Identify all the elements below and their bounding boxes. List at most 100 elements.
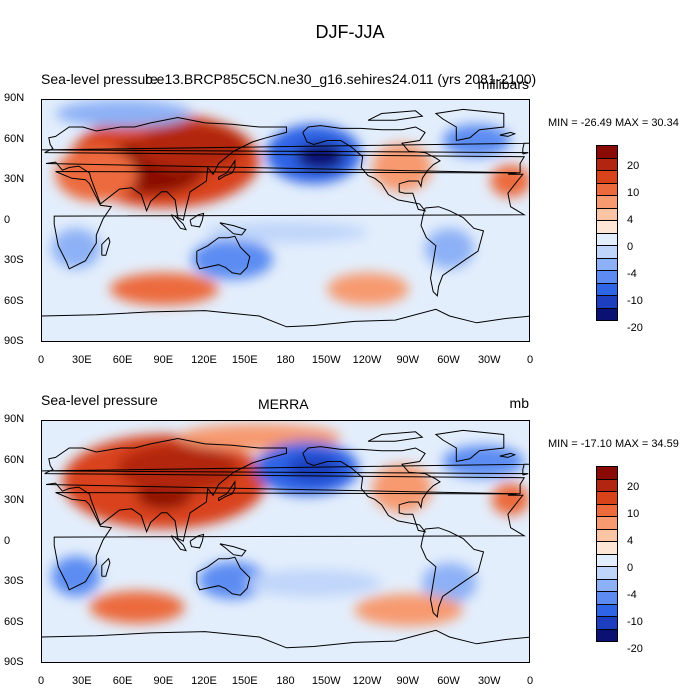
- coastline: [101, 557, 111, 577]
- pressure-anomaly-region: [109, 272, 219, 306]
- colorbar: [596, 466, 618, 642]
- x-tick-label: 150W: [311, 354, 341, 366]
- coastline: [302, 125, 441, 212]
- pressure-anomaly-region: [191, 239, 273, 280]
- units-label: mb: [509, 395, 529, 411]
- y-tick-label: 90N: [4, 413, 25, 425]
- coastline: [42, 142, 529, 155]
- y-tick-label: 30N: [4, 494, 25, 506]
- coastline: [420, 527, 485, 618]
- x-tick-label: 0: [526, 354, 534, 366]
- coastline: [367, 431, 424, 442]
- coastline: [218, 159, 236, 181]
- coastline: [196, 556, 251, 596]
- colorbar-swatch: [596, 232, 618, 246]
- coastlines: [42, 108, 529, 328]
- x-tick-label: 60E: [112, 354, 133, 366]
- pressure-anomaly-region: [51, 228, 101, 269]
- x-tick-label: 90E: [153, 675, 174, 687]
- coastlines: [42, 429, 529, 649]
- colorbar-swatch: [596, 578, 618, 592]
- x-tick-label: 60E: [112, 675, 133, 687]
- map-svg: [42, 421, 529, 662]
- colorbar-level-label: -4: [627, 268, 637, 281]
- y-tick-label: 30S: [4, 575, 24, 587]
- coastline: [42, 463, 529, 476]
- colorbar-level-label: 20: [627, 160, 640, 173]
- left-title: Sea-level pressure: [41, 71, 158, 87]
- colorbar-swatch: [596, 245, 618, 259]
- map-plot: [41, 99, 530, 342]
- colorbar-swatch: [596, 307, 618, 321]
- map-plot: [41, 420, 530, 663]
- colorbar-level-label: -10: [627, 616, 643, 629]
- pressure-anomaly-region: [116, 443, 239, 493]
- pressure-anomaly-region: [327, 272, 409, 306]
- colorbar-level-label: 0: [627, 562, 634, 575]
- pressure-anomaly-region: [55, 147, 138, 202]
- y-tick-label: 90S: [4, 335, 24, 347]
- y-tick-label: 60S: [4, 294, 24, 307]
- x-tick-label: 90W: [396, 354, 420, 366]
- pressure-anomaly-region: [205, 221, 368, 244]
- coastline: [42, 308, 529, 328]
- coastline: [53, 171, 527, 270]
- coastline: [218, 480, 236, 502]
- coastline: [499, 452, 517, 458]
- pressure-anomaly-region: [354, 593, 464, 627]
- x-tick-label: 0: [526, 675, 534, 687]
- pressure-anomaly-region: [51, 556, 101, 597]
- colorbar-swatch: [596, 553, 618, 567]
- colorbar-swatch: [596, 503, 618, 517]
- colorbar-swatch: [596, 207, 618, 221]
- colorbar-swatch: [596, 282, 618, 296]
- x-tick-label: 30W: [477, 675, 501, 687]
- colorbar-level-label: 10: [627, 187, 640, 200]
- x-tick-label: 60W: [437, 675, 460, 687]
- coastline: [434, 429, 505, 462]
- colorbar-swatch: [596, 516, 618, 530]
- colorbar-level-label: 4: [627, 535, 634, 548]
- units-label: millibars: [477, 76, 529, 92]
- left-title: Sea-level pressure: [41, 392, 158, 408]
- pressure-anomaly-region: [286, 454, 341, 482]
- min-max-label: MIN = -26.49 MAX = 30.34: [548, 117, 679, 129]
- pressure-anomaly-region: [137, 122, 246, 172]
- center-title: MERRA: [258, 396, 309, 412]
- colorbar-level-label: 10: [627, 508, 640, 521]
- colorbar-swatch: [596, 491, 618, 505]
- pressure-anomaly-region: [442, 124, 511, 157]
- x-tick-label: 30E: [71, 354, 92, 366]
- colorbar-swatch: [596, 541, 618, 555]
- y-tick-label: 60N: [4, 453, 25, 466]
- map-svg: [42, 100, 529, 341]
- pressure-anomaly-region: [490, 164, 529, 198]
- colorbar-swatch: [596, 566, 618, 580]
- x-tick-label: 180: [276, 354, 295, 366]
- colorbar-swatch: [596, 591, 618, 605]
- coastline: [44, 116, 526, 221]
- pressure-anomaly-region: [296, 143, 345, 171]
- coastline: [189, 212, 205, 228]
- pressure-anomaly-region: [425, 228, 474, 269]
- colorbar-swatch: [596, 157, 618, 171]
- colorbar-swatch: [596, 220, 618, 234]
- pressure-anomaly-region: [245, 569, 382, 597]
- colorbar-level-label: -20: [627, 322, 643, 335]
- coastline: [44, 437, 526, 542]
- colorbar-swatch: [596, 603, 618, 617]
- colorbar-swatch: [596, 528, 618, 542]
- x-tick-label: 90E: [153, 354, 174, 366]
- colorbar-level-label: -10: [627, 295, 643, 308]
- pressure-anomaly-region: [422, 562, 477, 604]
- min-max-label: MIN = -17.10 MAX = 34.59: [548, 438, 679, 450]
- pressure-anomaly-region: [198, 561, 267, 600]
- x-tick-label: 120W: [352, 354, 382, 366]
- y-tick-label: 60N: [4, 132, 25, 145]
- coastline: [189, 533, 205, 549]
- pressure-anomaly-region: [89, 591, 185, 624]
- coastline: [196, 235, 251, 275]
- pressure-anomaly-region: [55, 100, 192, 127]
- coastline: [434, 108, 505, 141]
- colorbar-swatch: [596, 295, 618, 309]
